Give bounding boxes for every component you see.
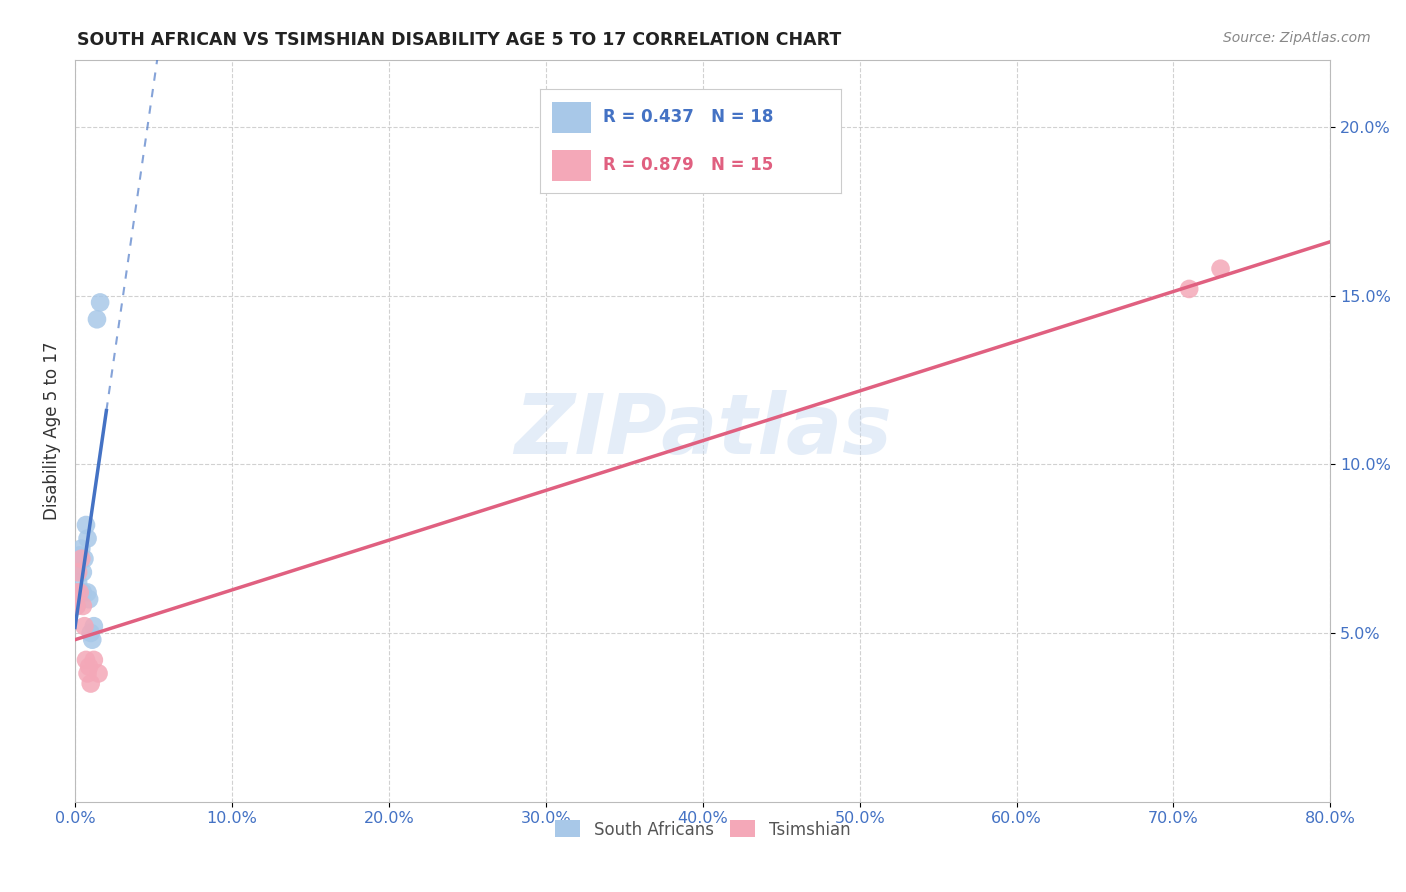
Point (77, 659, 100, 673)
Point (76, 666, 98, 681)
Point (76, 532, 98, 546)
Point (65, 585, 87, 599)
Point (75, 653, 97, 667)
Point (89, 295, 111, 310)
Point (69, 585, 91, 599)
Point (67, 558, 90, 573)
Point (1209, 261, 1232, 276)
Point (72, 566, 94, 580)
Text: Source: ZipAtlas.com: Source: ZipAtlas.com (1223, 31, 1371, 45)
Point (87, 666, 110, 681)
Point (82, 632, 104, 647)
Point (70, 541, 93, 556)
Point (70, 551, 93, 566)
Text: ZIPatlas: ZIPatlas (513, 390, 891, 471)
Point (65, 599, 87, 613)
Point (72, 585, 94, 599)
Point (72, 599, 94, 613)
Point (73, 551, 96, 566)
Point (1178, 282, 1201, 296)
Point (67, 566, 90, 580)
Point (83, 653, 105, 667)
Point (80, 676, 103, 690)
Point (67, 575, 90, 590)
Point (73, 619, 96, 633)
Text: SOUTH AFRICAN VS TSIMSHIAN DISABILITY AGE 5 TO 17 CORRELATION CHART: SOUTH AFRICAN VS TSIMSHIAN DISABILITY AG… (77, 31, 842, 49)
Point (77, 592, 100, 607)
Point (75, 518, 97, 533)
Point (83, 619, 105, 633)
Point (65, 585, 87, 599)
Point (69, 549, 91, 563)
Legend: South Africans, Tsimshian: South Africans, Tsimshian (548, 814, 856, 846)
Point (86, 312, 108, 326)
Point (76, 585, 98, 599)
Point (65, 599, 87, 613)
Y-axis label: Disability Age 5 to 17: Disability Age 5 to 17 (44, 342, 60, 520)
Point (80, 626, 103, 640)
